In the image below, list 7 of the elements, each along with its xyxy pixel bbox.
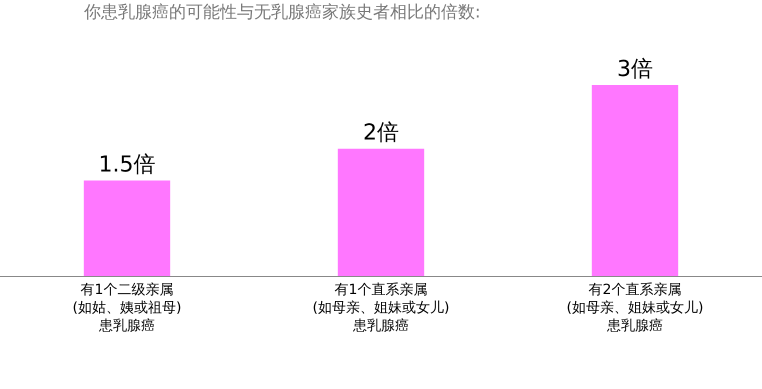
data-label: 1.5倍 xyxy=(98,152,156,178)
x-tick-label: 有1个直系亲属 (如母亲、姐妹或女儿) 患乳腺癌 xyxy=(312,282,450,334)
chart-title: 你患乳腺癌的可能性与无乳腺癌家族史者相比的倍数: xyxy=(82,2,481,23)
x-tick-label: 有2个直系亲属 (如母亲、姐妹或女儿) 患乳腺癌 xyxy=(566,282,704,334)
x-tick-label: 有1个二级亲属 (如姑、姨或祖母) 患乳腺癌 xyxy=(72,282,182,334)
data-label: 2倍 xyxy=(363,120,399,146)
data-label: 3倍 xyxy=(617,57,653,82)
